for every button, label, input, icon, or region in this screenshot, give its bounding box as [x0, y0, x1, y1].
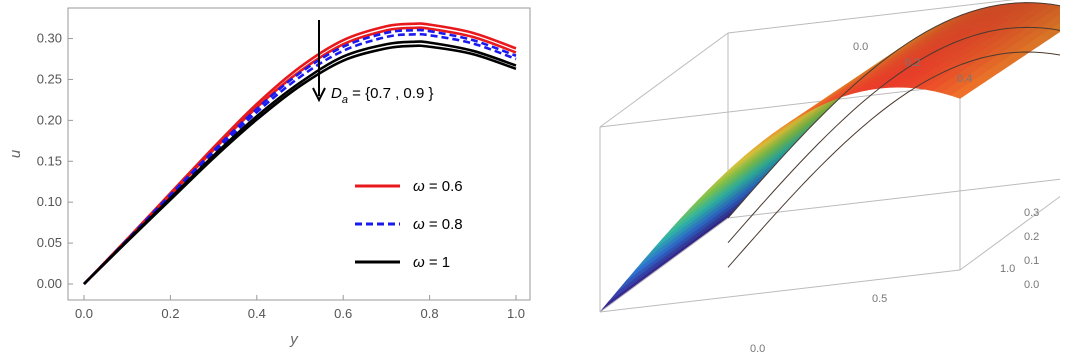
x-axis-label: y [289, 331, 299, 348]
y-tick-label: 0.30 [37, 31, 62, 46]
axis-tick-label: 0.2 [905, 57, 920, 69]
series-line [83, 22, 517, 285]
x-tick-label: 1.0 [507, 306, 525, 321]
box-edge [599, 84, 961, 128]
axis-tick-label: 0.2 [1024, 231, 1039, 243]
y-tick-label: 0.25 [37, 71, 62, 86]
box-edge [727, 0, 1016, 34]
line-chart: 0.0 0.2 0.4 0.6 0.8 1.0 0.00 0.05 0.10 0.15 0.20 0.… [7, 7, 531, 348]
x-tick-label: 0.4 [248, 306, 266, 321]
x-tick-label: 0.8 [421, 306, 439, 321]
axis-tick-label: 0.1 [1024, 255, 1039, 267]
axis-tick-label: 0.0 [750, 343, 765, 355]
axis-tick-label: 0.0 [853, 41, 868, 53]
plot-frame [67, 7, 531, 301]
surface-edge-curve [727, 2, 1060, 219]
y-tick-label: 0.05 [37, 235, 62, 250]
series-line [83, 44, 517, 285]
series-line [83, 28, 517, 285]
box-edge [727, 178, 1060, 219]
legend-label: ω = 0.8 [413, 216, 463, 233]
box-edge [599, 32, 729, 128]
box-edge [599, 217, 729, 313]
y-axis-label: u [7, 149, 24, 158]
axis-tick-label: 0.3 [1024, 207, 1039, 219]
axis-tick-label: 0.0 [1024, 279, 1039, 291]
series-line [83, 26, 517, 285]
annotation-arrow-head [312, 87, 326, 103]
box-edge [959, 195, 1060, 271]
surface-edge-curve [727, 26, 1060, 243]
legend-label: ω = 1 [413, 254, 450, 271]
box-edge [599, 269, 961, 313]
surface-3d-chart: 0.0 0.2 0.4 0.3 0.2 0.1 0.0 0.0 0.5 1.0 [599, 0, 1060, 355]
annotation-label: Da = {0.7 , 0.9 } [331, 85, 433, 106]
axis-tick-label: 0.4 [957, 73, 972, 85]
surface-edge-curve [727, 51, 1060, 268]
y-tick-label: 0.00 [37, 276, 62, 291]
x-tick-label: 0.0 [75, 306, 93, 321]
y-tick-label: 0.20 [37, 112, 62, 127]
y-tick-label: 0.10 [37, 194, 62, 209]
x-tick-label: 0.2 [161, 306, 179, 321]
axis-tick-label: 0.5 [872, 293, 887, 305]
x-tick-label: 0.6 [334, 306, 352, 321]
legend-label: ω = 0.6 [413, 178, 463, 195]
y-tick-label: 0.15 [37, 153, 62, 168]
axis-tick-label: 1.0 [1000, 263, 1015, 275]
series-line [83, 32, 517, 285]
surface-patch [950, 86, 974, 99]
